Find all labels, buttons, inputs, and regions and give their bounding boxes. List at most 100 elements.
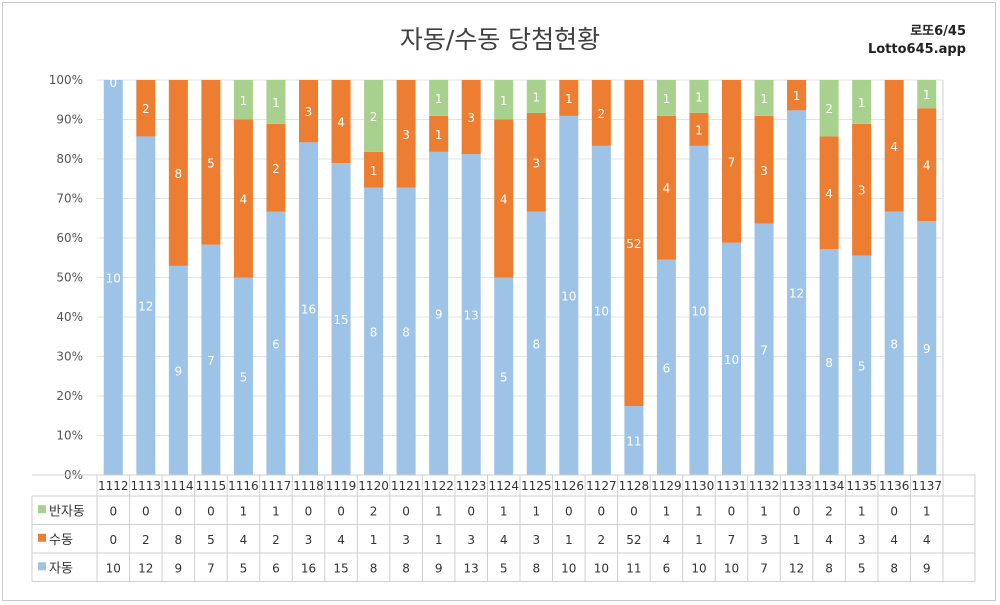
bar-segment [819, 136, 839, 250]
x-category-label: 1118 [293, 479, 324, 493]
x-category-label: 1134 [814, 479, 845, 493]
data-label: 4 [240, 193, 248, 207]
table-cell: 7 [207, 561, 215, 575]
table-cell: 10 [594, 561, 609, 575]
table-cell: 0 [728, 504, 736, 518]
data-label: 10 [724, 353, 739, 367]
y-tick-label: 80% [56, 152, 83, 166]
table-cell: 1 [760, 504, 768, 518]
bar-segment [559, 115, 579, 475]
table-cell: 2 [370, 504, 378, 518]
table-cell: 5 [207, 533, 215, 547]
data-label: 8 [825, 356, 833, 370]
data-label: 1 [435, 128, 443, 142]
bar-segment [168, 80, 188, 266]
data-label: 2 [825, 102, 833, 116]
table-cell: 8 [402, 561, 410, 575]
data-label: 7 [728, 155, 736, 169]
table-cell: 0 [142, 504, 150, 518]
data-label: 11 [626, 435, 641, 449]
data-label: 1 [240, 94, 248, 108]
table-cell: 4 [890, 533, 898, 547]
data-label: 10 [106, 272, 121, 286]
bar-segment [917, 221, 937, 475]
y-tick-label: 20% [56, 389, 83, 403]
brand-korean: 로또6/45 [910, 24, 966, 39]
x-category-label: 1123 [456, 479, 487, 493]
brand-url: Lotto645.app [867, 42, 966, 57]
bar-segment [331, 163, 351, 475]
table-cell: 4 [337, 533, 345, 547]
data-label: 13 [464, 309, 479, 323]
legend-swatch [38, 505, 46, 514]
data-label: 1 [565, 92, 573, 106]
data-label: 1 [532, 90, 540, 104]
table-cell: 3 [760, 533, 768, 547]
bar-segment [689, 80, 709, 113]
data-label: 3 [760, 164, 768, 178]
x-category-label: 1120 [358, 479, 389, 493]
table-cell: 0 [565, 504, 573, 518]
table-cell: 3 [305, 533, 313, 547]
table-cell: 15 [333, 561, 348, 575]
table-cell: 1 [500, 504, 508, 518]
x-category-label: 1116 [228, 479, 259, 493]
x-category-label: 1119 [326, 479, 357, 493]
x-category-label: 1114 [163, 479, 194, 493]
data-label: 4 [890, 140, 898, 154]
data-label: 8 [370, 325, 378, 339]
bar-segment [461, 154, 481, 475]
data-label: 9 [435, 307, 443, 321]
data-label: 1 [858, 96, 866, 110]
data-label: 4 [923, 159, 931, 173]
bar-segment [624, 406, 644, 475]
table-cell: 8 [175, 533, 183, 547]
chart-title: 자동/수동 당첨현황 [399, 25, 601, 54]
table-cell: 3 [402, 533, 410, 547]
table-cell: 1 [435, 504, 443, 518]
bar-segment [266, 211, 286, 475]
data-label: 1 [695, 90, 703, 104]
data-label: 7 [207, 354, 215, 368]
table-cell: 3 [532, 533, 540, 547]
legend-label: 수동 [49, 533, 73, 548]
table-cell: 4 [500, 533, 508, 547]
bar-segment [754, 80, 774, 116]
y-tick-label: 50% [56, 271, 83, 285]
table-cell: 9 [175, 561, 183, 575]
table-cell: 5 [500, 561, 508, 575]
data-label: 3 [532, 156, 540, 170]
bar-segment [429, 80, 449, 116]
data-label: 10 [561, 289, 576, 303]
data-label: 2 [142, 102, 150, 116]
bar-segment [917, 108, 937, 222]
data-label: 52 [626, 237, 641, 251]
table-cell: 1 [695, 504, 703, 518]
data-label: 4 [663, 182, 671, 196]
data-label: 5 [858, 359, 866, 373]
data-label: 2 [370, 110, 378, 124]
bar-segment [559, 80, 579, 116]
table-cell: 12 [789, 561, 804, 575]
table-cell: 1 [565, 533, 573, 547]
bar-segment [787, 110, 807, 475]
table-cell: 13 [464, 561, 479, 575]
table-cell: 8 [532, 561, 540, 575]
bar-segment [299, 80, 318, 143]
bar-segment [787, 80, 807, 111]
bar-segment [168, 265, 188, 475]
x-category-label: 1130 [684, 479, 715, 493]
x-category-label: 1135 [846, 479, 877, 493]
bar-segment [689, 145, 709, 476]
x-category-label: 1128 [619, 479, 650, 493]
y-tick-label: 60% [56, 231, 83, 245]
table-cell: 12 [138, 561, 153, 575]
table-cell: 10 [724, 561, 739, 575]
table-cell: 2 [598, 533, 606, 547]
bar-segment [526, 80, 546, 113]
bar-segment [233, 80, 253, 120]
bar-segment [819, 249, 839, 475]
table-cell: 0 [207, 504, 215, 518]
